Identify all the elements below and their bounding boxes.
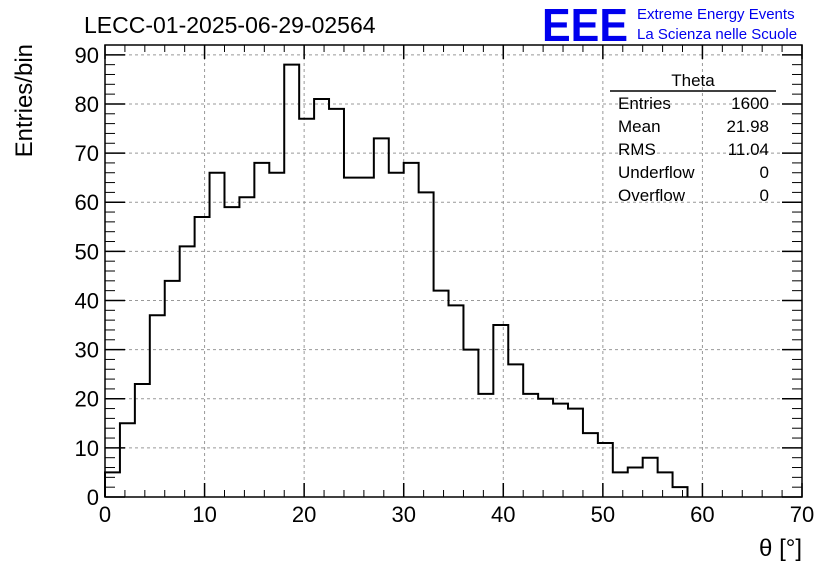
- histogram-bin: [404, 163, 419, 497]
- histogram-bin: [314, 99, 329, 497]
- histogram-bin: [658, 472, 673, 497]
- histogram-bin: [150, 315, 165, 497]
- histogram-bin: [135, 384, 150, 497]
- stat-value-overflow: 0: [760, 186, 769, 205]
- histogram-bin: [359, 178, 374, 497]
- stat-label-entries: Entries: [618, 94, 671, 113]
- histogram-bin: [508, 364, 523, 497]
- y-tick-label: 10: [75, 436, 99, 461]
- histogram-bin: [613, 472, 628, 497]
- stats-box-title: Theta: [671, 71, 715, 90]
- stat-label-rms: RMS: [618, 140, 656, 159]
- histogram-series: [104, 63, 689, 497]
- y-tick-label: 50: [75, 239, 99, 264]
- x-tick-label: 40: [491, 502, 515, 527]
- histogram-bin: [180, 246, 195, 497]
- histogram-bin: [463, 350, 478, 497]
- histogram-bin: [210, 173, 225, 497]
- histogram-bin: [434, 291, 449, 497]
- histogram-bin: [493, 325, 508, 497]
- stat-label-overflow: Overflow: [618, 186, 686, 205]
- histogram-bin: [419, 192, 434, 497]
- grid-lines: [105, 45, 802, 497]
- histogram-bin: [329, 109, 344, 497]
- histogram-bin: [583, 433, 598, 497]
- histogram-bin: [598, 443, 613, 497]
- axis-ticks: [104, 44, 803, 498]
- logo-subtitle-line2: La Scienza nelle Scuole: [637, 26, 797, 43]
- plot-frame: [104, 44, 803, 498]
- histogram-bin: [299, 119, 314, 497]
- histogram-bin: [165, 281, 180, 497]
- stat-value-mean: 21.98: [726, 117, 769, 136]
- histogram-bin: [553, 404, 568, 497]
- logo-subtitle-line1: Extreme Energy Events: [637, 6, 795, 23]
- histogram-bin: [568, 409, 583, 497]
- x-tick-label: 0: [99, 502, 111, 527]
- histogram-bin: [120, 423, 135, 497]
- histogram-bin: [254, 163, 269, 497]
- y-tick-label: 40: [75, 288, 99, 313]
- stat-value-underflow: 0: [760, 163, 769, 182]
- x-axis-label: θ [°]: [759, 535, 802, 562]
- histogram-bin: [239, 197, 254, 497]
- y-axis-label: Entries/bin: [11, 44, 38, 157]
- y-tick-label: 90: [75, 43, 99, 68]
- histogram-bin: [523, 394, 538, 497]
- histogram-bin: [105, 472, 120, 497]
- stat-label-mean: Mean: [618, 117, 661, 136]
- y-tick-label: 80: [75, 92, 99, 117]
- x-tick-label: 10: [192, 502, 216, 527]
- x-tick-label: 70: [790, 502, 814, 527]
- histogram-bin: [643, 458, 658, 497]
- histogram-bin: [195, 217, 210, 497]
- x-tick-label: 30: [391, 502, 415, 527]
- x-tick-label: 50: [591, 502, 615, 527]
- stats-box: Theta Entries 1600 Mean 21.98 RMS 11.04 …: [610, 71, 776, 205]
- histogram-bin: [344, 178, 359, 497]
- y-tick-label: 70: [75, 141, 99, 166]
- histogram-bin: [284, 65, 299, 497]
- histogram-bin: [478, 394, 493, 497]
- x-tick-labels: 0 10 20 30 40 50 60 70: [99, 502, 814, 527]
- histogram-bin: [224, 207, 239, 497]
- eee-logo: EEE: [542, 0, 628, 51]
- y-tick-label: 20: [75, 387, 99, 412]
- y-tick-label: 0: [87, 485, 99, 510]
- histogram-bin: [449, 305, 464, 497]
- histogram-bin: [374, 138, 389, 497]
- x-tick-label: 60: [690, 502, 714, 527]
- y-tick-label: 60: [75, 190, 99, 215]
- stat-value-entries: 1600: [731, 94, 769, 113]
- histogram-bin: [628, 468, 643, 497]
- chart-title: LECC-01-2025-06-29-02564: [84, 12, 376, 38]
- y-tick-labels: 0 10 20 30 40 50 60 70 80 90: [75, 43, 99, 510]
- y-tick-label: 30: [75, 338, 99, 363]
- stat-label-underflow: Underflow: [618, 163, 695, 182]
- histogram-bin: [673, 487, 688, 497]
- stat-value-rms: 11.04: [728, 140, 769, 159]
- x-tick-label: 20: [292, 502, 316, 527]
